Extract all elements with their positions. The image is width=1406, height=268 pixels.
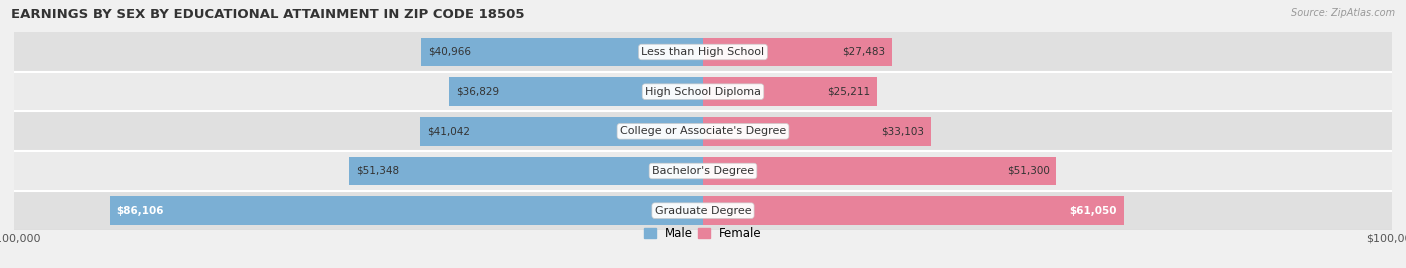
Text: Bachelor's Degree: Bachelor's Degree — [652, 166, 754, 176]
Bar — [450, 77, 703, 106]
Text: $61,050: $61,050 — [1069, 206, 1116, 216]
Bar — [703, 117, 931, 146]
Text: High School Diploma: High School Diploma — [645, 87, 761, 97]
Text: $51,348: $51,348 — [356, 166, 399, 176]
Text: Less than High School: Less than High School — [641, 47, 765, 57]
Bar — [703, 77, 877, 106]
Text: $51,300: $51,300 — [1007, 166, 1049, 176]
Text: $36,829: $36,829 — [456, 87, 499, 97]
Bar — [703, 196, 1123, 225]
Text: $27,483: $27,483 — [842, 47, 886, 57]
Bar — [420, 38, 703, 66]
Bar — [703, 38, 893, 66]
Text: $86,106: $86,106 — [117, 206, 165, 216]
Text: Graduate Degree: Graduate Degree — [655, 206, 751, 216]
Text: $41,042: $41,042 — [427, 126, 470, 136]
Text: Source: ZipAtlas.com: Source: ZipAtlas.com — [1291, 8, 1395, 18]
Bar — [14, 191, 1392, 230]
Bar — [349, 157, 703, 185]
Bar — [703, 157, 1056, 185]
Text: $33,103: $33,103 — [882, 126, 924, 136]
Bar — [110, 196, 703, 225]
Legend: Male, Female: Male, Female — [644, 228, 762, 240]
Text: $40,966: $40,966 — [427, 47, 471, 57]
Text: EARNINGS BY SEX BY EDUCATIONAL ATTAINMENT IN ZIP CODE 18505: EARNINGS BY SEX BY EDUCATIONAL ATTAINMEN… — [11, 8, 524, 21]
Bar — [420, 117, 703, 146]
Bar — [14, 32, 1392, 72]
Bar — [14, 111, 1392, 151]
Text: College or Associate's Degree: College or Associate's Degree — [620, 126, 786, 136]
Text: $25,211: $25,211 — [827, 87, 870, 97]
Bar — [14, 72, 1392, 111]
Bar — [14, 151, 1392, 191]
